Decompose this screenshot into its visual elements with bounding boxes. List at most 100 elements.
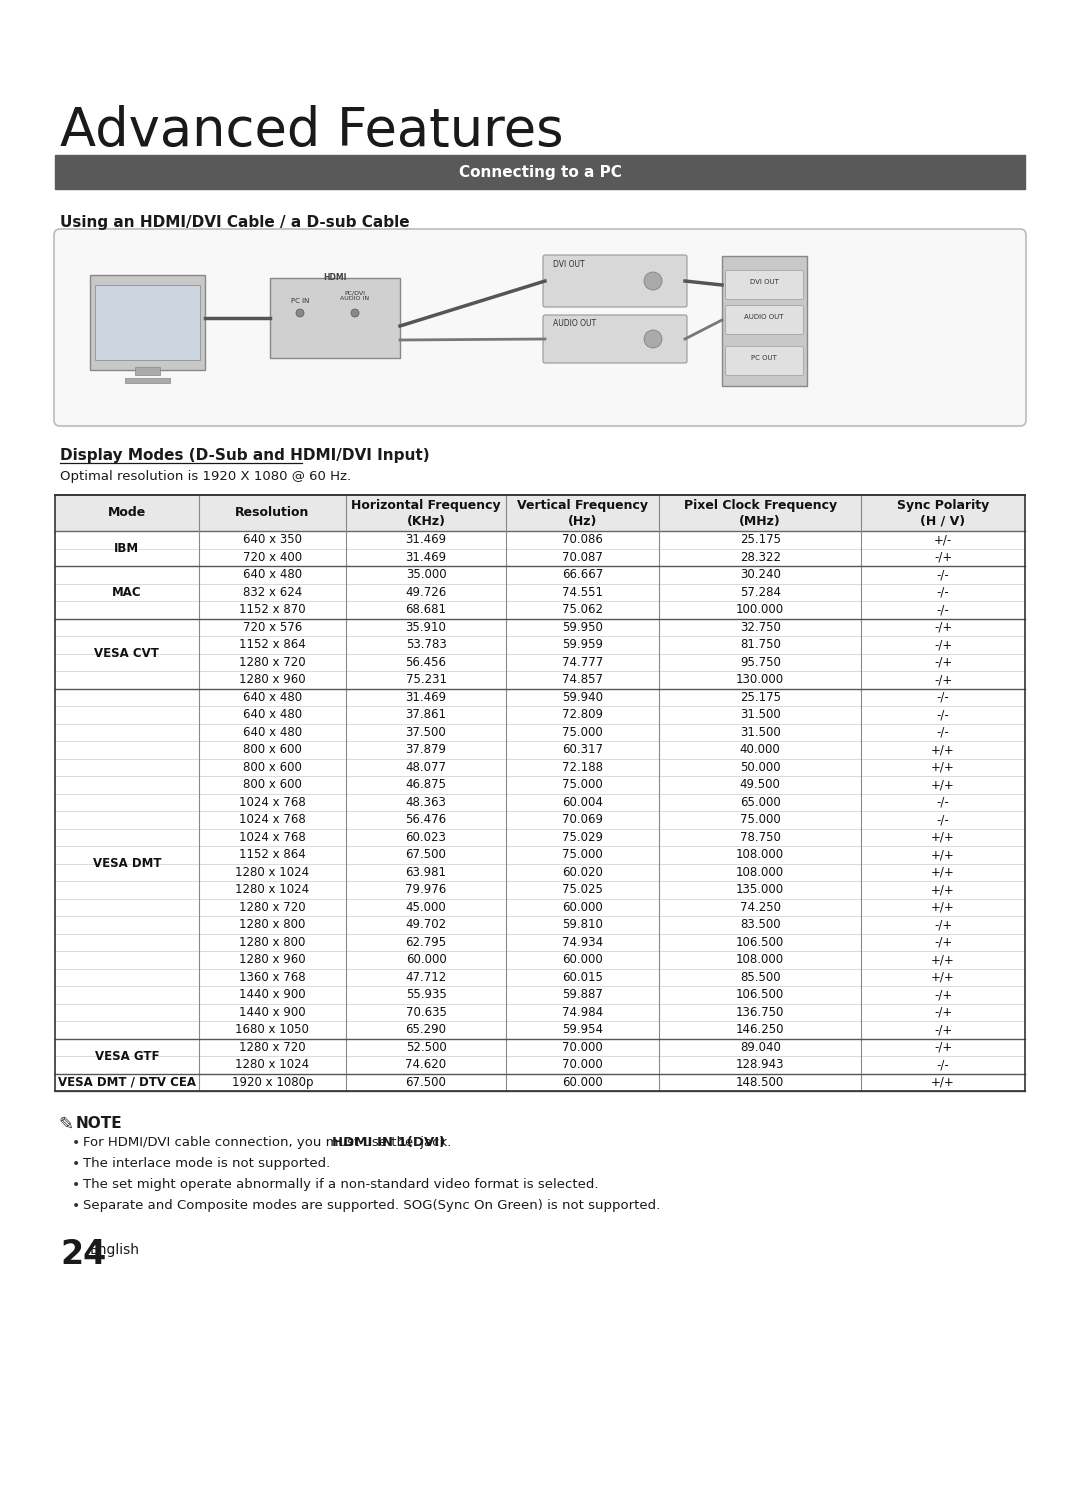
Text: 65.000: 65.000 — [740, 796, 781, 808]
Text: 70.000: 70.000 — [563, 1041, 603, 1053]
Text: 25.175: 25.175 — [740, 690, 781, 704]
Text: 1920 x 1080p: 1920 x 1080p — [231, 1076, 313, 1089]
Text: 1440 x 900: 1440 x 900 — [239, 1005, 306, 1019]
Bar — [55, 155, 1025, 190]
Text: 1024 x 768: 1024 x 768 — [239, 796, 306, 808]
Text: 60.015: 60.015 — [563, 971, 603, 983]
Text: Vertical Frequency
(Hz): Vertical Frequency (Hz) — [517, 499, 648, 527]
Text: 70.000: 70.000 — [563, 1058, 603, 1071]
Text: -/-: -/- — [936, 690, 949, 704]
Text: 59.959: 59.959 — [563, 638, 603, 651]
Text: Display Modes (D-Sub and HDMI/DVI Input): Display Modes (D-Sub and HDMI/DVI Input) — [60, 448, 430, 463]
Text: -/+: -/+ — [934, 656, 953, 669]
Text: -/-: -/- — [936, 1058, 949, 1071]
Text: For HDMI/DVI cable connection, you must use the: For HDMI/DVI cable connection, you must … — [83, 1135, 418, 1149]
Text: 74.250: 74.250 — [740, 901, 781, 914]
Text: 72.809: 72.809 — [563, 708, 603, 722]
Text: 640 x 480: 640 x 480 — [243, 568, 301, 581]
Text: 640 x 480: 640 x 480 — [243, 708, 301, 722]
Text: 49.726: 49.726 — [405, 586, 447, 599]
Text: 63.981: 63.981 — [405, 865, 446, 878]
Text: 1360 x 768: 1360 x 768 — [239, 971, 306, 983]
Text: 56.456: 56.456 — [405, 656, 446, 669]
Text: 1280 x 960: 1280 x 960 — [239, 953, 306, 967]
Circle shape — [644, 272, 662, 290]
Text: Horizontal Frequency
(KHz): Horizontal Frequency (KHz) — [351, 499, 501, 527]
Text: 1280 x 800: 1280 x 800 — [239, 935, 306, 949]
Bar — [55, 495, 1025, 1091]
Text: 106.500: 106.500 — [737, 935, 784, 949]
Text: 1280 x 720: 1280 x 720 — [239, 901, 306, 914]
Bar — [55, 495, 1025, 530]
Text: 74.551: 74.551 — [563, 586, 603, 599]
Text: The set might operate abnormally if a non-standard video format is selected.: The set might operate abnormally if a no… — [83, 1177, 598, 1191]
Text: 108.000: 108.000 — [737, 953, 784, 967]
Text: 75.000: 75.000 — [563, 849, 603, 861]
Text: 130.000: 130.000 — [737, 674, 784, 686]
Text: Separate and Composite modes are supported. SOG(Sync On Green) is not supported.: Separate and Composite modes are support… — [83, 1200, 660, 1212]
Text: 128.943: 128.943 — [735, 1058, 784, 1071]
Text: 35.910: 35.910 — [406, 620, 446, 633]
Text: -/-: -/- — [936, 568, 949, 581]
Text: 37.879: 37.879 — [405, 743, 446, 756]
Text: 45.000: 45.000 — [406, 901, 446, 914]
Text: 74.857: 74.857 — [563, 674, 603, 686]
Text: 60.023: 60.023 — [406, 831, 446, 844]
Text: 60.317: 60.317 — [563, 743, 603, 756]
Text: 640 x 350: 640 x 350 — [243, 533, 301, 547]
Text: IBM: IBM — [114, 542, 139, 554]
Text: -/-: -/- — [936, 604, 949, 616]
Text: 59.954: 59.954 — [563, 1023, 603, 1037]
Text: 75.000: 75.000 — [563, 726, 603, 738]
Text: 1024 x 768: 1024 x 768 — [239, 813, 306, 826]
Text: 1152 x 864: 1152 x 864 — [239, 849, 306, 861]
Text: Connecting to a PC: Connecting to a PC — [459, 164, 621, 179]
Text: Resolution: Resolution — [235, 506, 310, 520]
Text: 108.000: 108.000 — [737, 865, 784, 878]
Text: 60.000: 60.000 — [563, 1076, 603, 1089]
Text: Using an HDMI/DVI Cable / a D-sub Cable: Using an HDMI/DVI Cable / a D-sub Cable — [60, 215, 409, 230]
Text: 60.004: 60.004 — [563, 796, 603, 808]
Text: 70.087: 70.087 — [563, 551, 603, 563]
Text: 28.322: 28.322 — [740, 551, 781, 563]
Text: +/+: +/+ — [931, 865, 955, 878]
Bar — [135, 368, 160, 375]
Text: 46.875: 46.875 — [405, 778, 446, 792]
Text: VESA DMT / DTV CEA: VESA DMT / DTV CEA — [58, 1076, 195, 1089]
Text: 146.250: 146.250 — [735, 1023, 784, 1037]
Text: 47.712: 47.712 — [405, 971, 447, 983]
Text: DVI OUT: DVI OUT — [553, 260, 584, 269]
FancyBboxPatch shape — [726, 305, 804, 335]
Text: 24: 24 — [60, 1239, 106, 1271]
Text: HDMI: HDMI — [323, 273, 347, 282]
Text: 1280 x 960: 1280 x 960 — [239, 674, 306, 686]
Text: 75.231: 75.231 — [405, 674, 446, 686]
Text: 720 x 400: 720 x 400 — [243, 551, 301, 563]
Text: 832 x 624: 832 x 624 — [243, 586, 302, 599]
Text: 59.940: 59.940 — [563, 690, 603, 704]
Text: 1152 x 870: 1152 x 870 — [239, 604, 306, 616]
Text: -/+: -/+ — [934, 1041, 953, 1053]
Text: Sync Polarity
(H / V): Sync Polarity (H / V) — [896, 499, 989, 527]
Text: -/+: -/+ — [934, 919, 953, 931]
Text: PC OUT: PC OUT — [751, 356, 777, 362]
Text: -/+: -/+ — [934, 620, 953, 633]
Text: 37.500: 37.500 — [406, 726, 446, 738]
Text: Advanced Features: Advanced Features — [60, 105, 564, 157]
Text: +/+: +/+ — [931, 953, 955, 967]
Text: 31.500: 31.500 — [740, 708, 781, 722]
Text: -/+: -/+ — [934, 1005, 953, 1019]
Text: -/+: -/+ — [934, 638, 953, 651]
Text: 1024 x 768: 1024 x 768 — [239, 831, 306, 844]
Text: 56.476: 56.476 — [405, 813, 447, 826]
Text: 74.934: 74.934 — [562, 935, 604, 949]
Text: jack.: jack. — [416, 1135, 451, 1149]
Text: 720 x 576: 720 x 576 — [243, 620, 302, 633]
Text: 49.500: 49.500 — [740, 778, 781, 792]
Text: 640 x 480: 640 x 480 — [243, 726, 301, 738]
Text: 800 x 600: 800 x 600 — [243, 743, 301, 756]
Text: •: • — [72, 1177, 80, 1192]
Text: 31.469: 31.469 — [405, 551, 447, 563]
Circle shape — [351, 309, 359, 317]
Text: +/+: +/+ — [931, 971, 955, 983]
